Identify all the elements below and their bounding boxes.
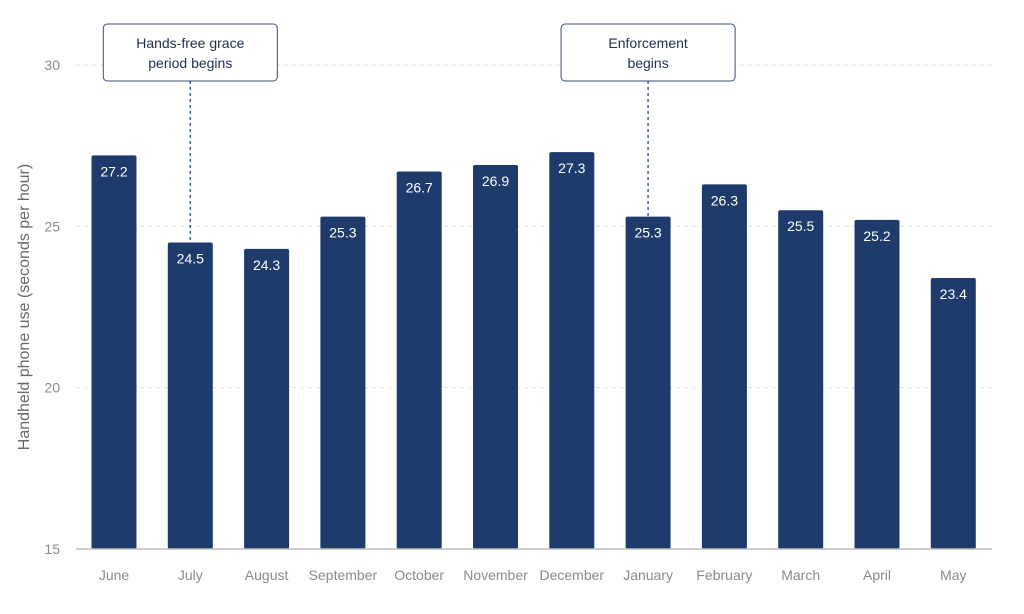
x-tick-label-may: May <box>940 567 966 583</box>
bar-july <box>167 242 213 549</box>
bar-april <box>854 219 900 549</box>
axis-layer: 15 20 25 30 June July August September October No… <box>44 57 992 583</box>
annotation-text: begins <box>627 55 668 71</box>
annotation-box <box>560 23 736 82</box>
y-tick-label: 25 <box>44 218 60 234</box>
annotation-text: period begins <box>148 55 232 71</box>
value-label-march: 25.5 <box>787 218 814 234</box>
y-axis-title: Handheld phone use (seconds per hour) <box>16 164 33 450</box>
value-label-october: 26.7 <box>406 179 433 195</box>
value-label-may: 23.4 <box>940 286 967 302</box>
bar-november <box>473 165 518 549</box>
bar-layer: 27.2 24.5 24.3 25.3 26.7 26.9 27.3 25.3 26.3 25.5… <box>91 152 976 550</box>
annotation-text: Enforcement <box>608 35 687 51</box>
x-tick-label-october: October <box>394 567 444 583</box>
bar-december <box>549 152 595 549</box>
x-tick-label-january: January <box>623 567 673 583</box>
bar-may <box>930 277 976 549</box>
x-tick-label-march: March <box>781 567 820 583</box>
x-tick-label-december: December <box>540 567 605 583</box>
x-tick-label-september: September <box>309 567 378 583</box>
value-label-january: 25.3 <box>634 225 661 241</box>
x-tick-label-february: February <box>696 567 752 583</box>
x-tick-label-november: November <box>463 567 528 583</box>
value-label-february: 26.3 <box>711 192 738 208</box>
annotation-july: Hands-free grace period begins <box>102 23 278 243</box>
bar-september <box>320 216 366 550</box>
y-tick-label: 20 <box>44 380 60 396</box>
annotation-box <box>102 23 278 82</box>
x-tick-label-april: April <box>863 567 891 583</box>
bar-october <box>396 171 442 550</box>
annotation-layer: Hands-free grace period begins Enforcement… <box>102 23 736 243</box>
x-tick-label-july: July <box>178 567 203 583</box>
value-label-july: 24.5 <box>177 250 204 266</box>
y-tick-label: 15 <box>44 541 60 557</box>
bar-february <box>701 184 747 550</box>
x-tick-label-june: June <box>99 567 130 583</box>
value-label-november: 26.9 <box>482 173 509 189</box>
bar-june <box>91 155 137 549</box>
value-label-april: 25.2 <box>863 228 890 244</box>
value-label-december: 27.3 <box>558 160 585 176</box>
bar-january <box>625 216 671 550</box>
x-tick-label-august: August <box>245 567 289 583</box>
annotation-text: Hands-free grace <box>136 35 244 51</box>
bar-march <box>778 210 824 549</box>
value-label-august: 24.3 <box>253 257 280 273</box>
bar-august <box>244 248 290 550</box>
y-tick-label: 30 <box>44 57 60 73</box>
value-label-september: 25.3 <box>329 225 356 241</box>
annotation-january: Enforcement begins <box>560 23 736 217</box>
value-label-june: 27.2 <box>100 163 127 179</box>
